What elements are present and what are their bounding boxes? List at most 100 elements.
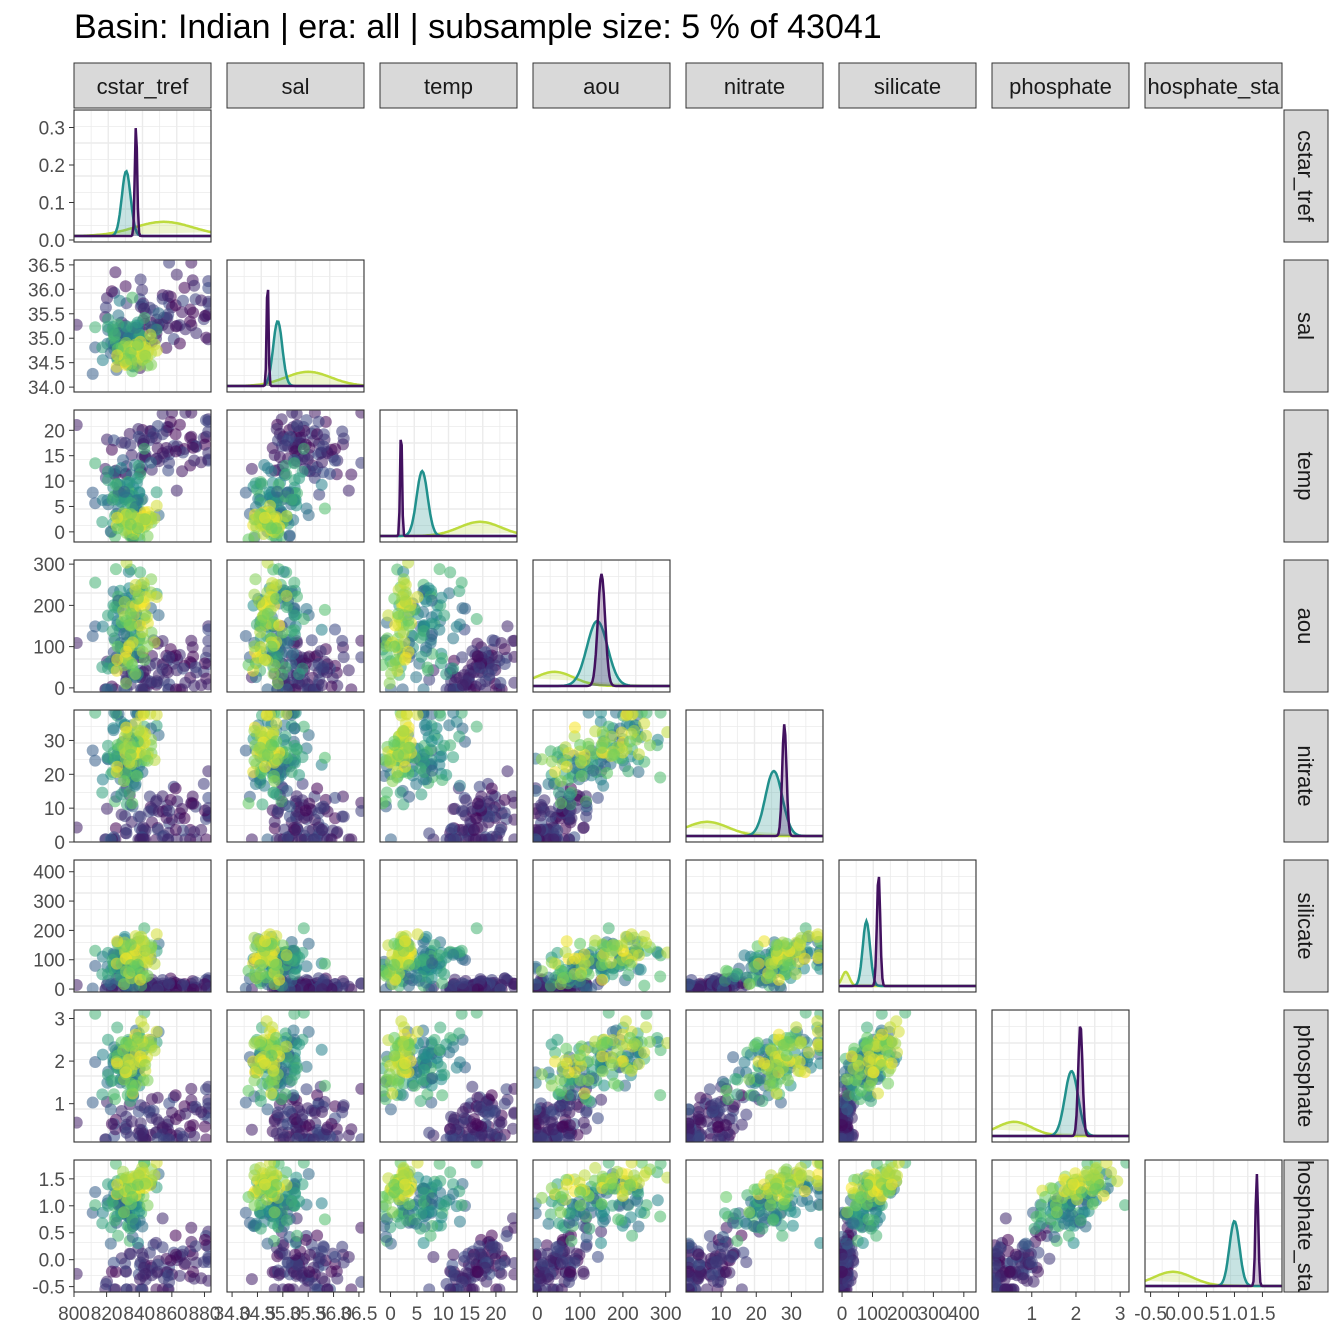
scatter-point — [169, 428, 182, 441]
scatter-point — [608, 938, 621, 951]
scatter-point — [559, 946, 572, 959]
scatter-point — [261, 833, 274, 842]
scatter-point — [96, 494, 109, 506]
scatter-point — [342, 484, 355, 497]
scatter-point — [447, 948, 460, 961]
scatter-point — [89, 457, 102, 470]
scatter-point — [337, 1099, 350, 1112]
scatter-point — [635, 710, 648, 719]
scatter-point — [355, 456, 364, 469]
scatter-point — [151, 823, 164, 836]
scatter-point — [280, 510, 293, 523]
scatter-point — [308, 1133, 321, 1142]
scatter-point — [415, 650, 428, 663]
scatter-point — [397, 724, 410, 737]
scatter-point — [248, 931, 261, 944]
scatter-point — [107, 434, 120, 447]
scatter-point — [278, 1131, 291, 1142]
scatter-point — [108, 465, 121, 478]
scatter-point — [261, 607, 274, 620]
scatter-point — [729, 970, 742, 983]
scatter-point — [138, 653, 151, 666]
panel-border — [73, 409, 212, 543]
scatter-point — [498, 807, 511, 819]
scatter-point — [355, 1133, 364, 1142]
scatter-point — [256, 798, 269, 811]
scatter-point — [136, 626, 149, 639]
scatter-point — [270, 788, 283, 801]
scatter-point — [177, 662, 189, 675]
scatter-point — [568, 952, 581, 965]
scatter-point — [188, 1130, 201, 1142]
scatter-point — [170, 268, 183, 281]
scatter-point — [300, 414, 313, 427]
scatter-point — [813, 949, 823, 962]
scatter-point — [202, 282, 211, 294]
scatter-point — [560, 935, 573, 948]
scatter-point — [453, 779, 466, 792]
scatter-point — [281, 831, 294, 842]
scatter-point — [380, 969, 392, 982]
scatter-point — [163, 260, 176, 269]
scatter-point — [150, 1113, 163, 1126]
scatter-point — [202, 802, 211, 815]
scatter-point — [102, 739, 114, 752]
scatter-point — [508, 1107, 517, 1120]
scatter-point — [239, 1096, 252, 1109]
scatter-point — [595, 959, 608, 972]
scatter-point — [198, 310, 211, 322]
col-strip-phosphate_star — [1144, 62, 1283, 109]
scatter-point — [438, 968, 451, 981]
scatter-point — [151, 1132, 164, 1142]
scatter-point — [248, 754, 261, 767]
scatter-point — [144, 456, 157, 469]
scatter-point — [596, 973, 609, 986]
scatter-point — [177, 294, 189, 307]
scatter-point — [314, 645, 327, 658]
scatter-point — [118, 485, 131, 498]
scatter-point — [259, 935, 271, 948]
scatter-point — [150, 486, 163, 499]
scatter-point — [654, 771, 667, 784]
scatter-point — [270, 735, 283, 748]
scatter-point — [447, 751, 460, 764]
scatter-point — [533, 833, 542, 842]
scatter-point — [124, 748, 137, 761]
scatter-point — [302, 937, 315, 950]
scatter-point — [132, 931, 145, 944]
panel-border — [226, 1009, 365, 1143]
scatter-point — [242, 1084, 255, 1097]
scatter-point — [470, 613, 483, 625]
scatter-point — [812, 928, 823, 941]
panel-border — [226, 409, 365, 543]
scatter-point — [249, 778, 262, 790]
scatter-point — [283, 800, 296, 813]
scatter-point — [568, 721, 581, 734]
scatter-point — [434, 1021, 447, 1034]
scatter-point — [131, 338, 144, 351]
scatter-point — [102, 609, 114, 622]
col-strip-cstar_tref — [73, 62, 212, 109]
scatter-point — [380, 640, 392, 653]
scatter-point — [202, 1080, 211, 1093]
scatter-point — [173, 418, 186, 431]
scatter-point — [542, 778, 555, 790]
scatter-point — [86, 1096, 99, 1109]
scatter-point — [533, 1103, 542, 1116]
scatter-point — [187, 441, 200, 454]
scatter-point — [384, 1059, 397, 1072]
scatter-point — [303, 983, 316, 992]
scatter-point — [265, 1049, 278, 1062]
panel-border — [379, 409, 518, 543]
scatter-point — [456, 651, 469, 664]
scatter-point — [124, 518, 137, 531]
scatter-point — [355, 634, 364, 647]
panel-border — [685, 709, 824, 843]
scatter-point — [124, 439, 137, 452]
scatter-point — [288, 576, 301, 589]
scatter-point — [508, 650, 517, 663]
scatter-point — [285, 766, 298, 778]
scatter-point — [202, 425, 211, 438]
row-strip-nitrate — [1283, 709, 1329, 843]
scatter-point — [265, 640, 278, 653]
